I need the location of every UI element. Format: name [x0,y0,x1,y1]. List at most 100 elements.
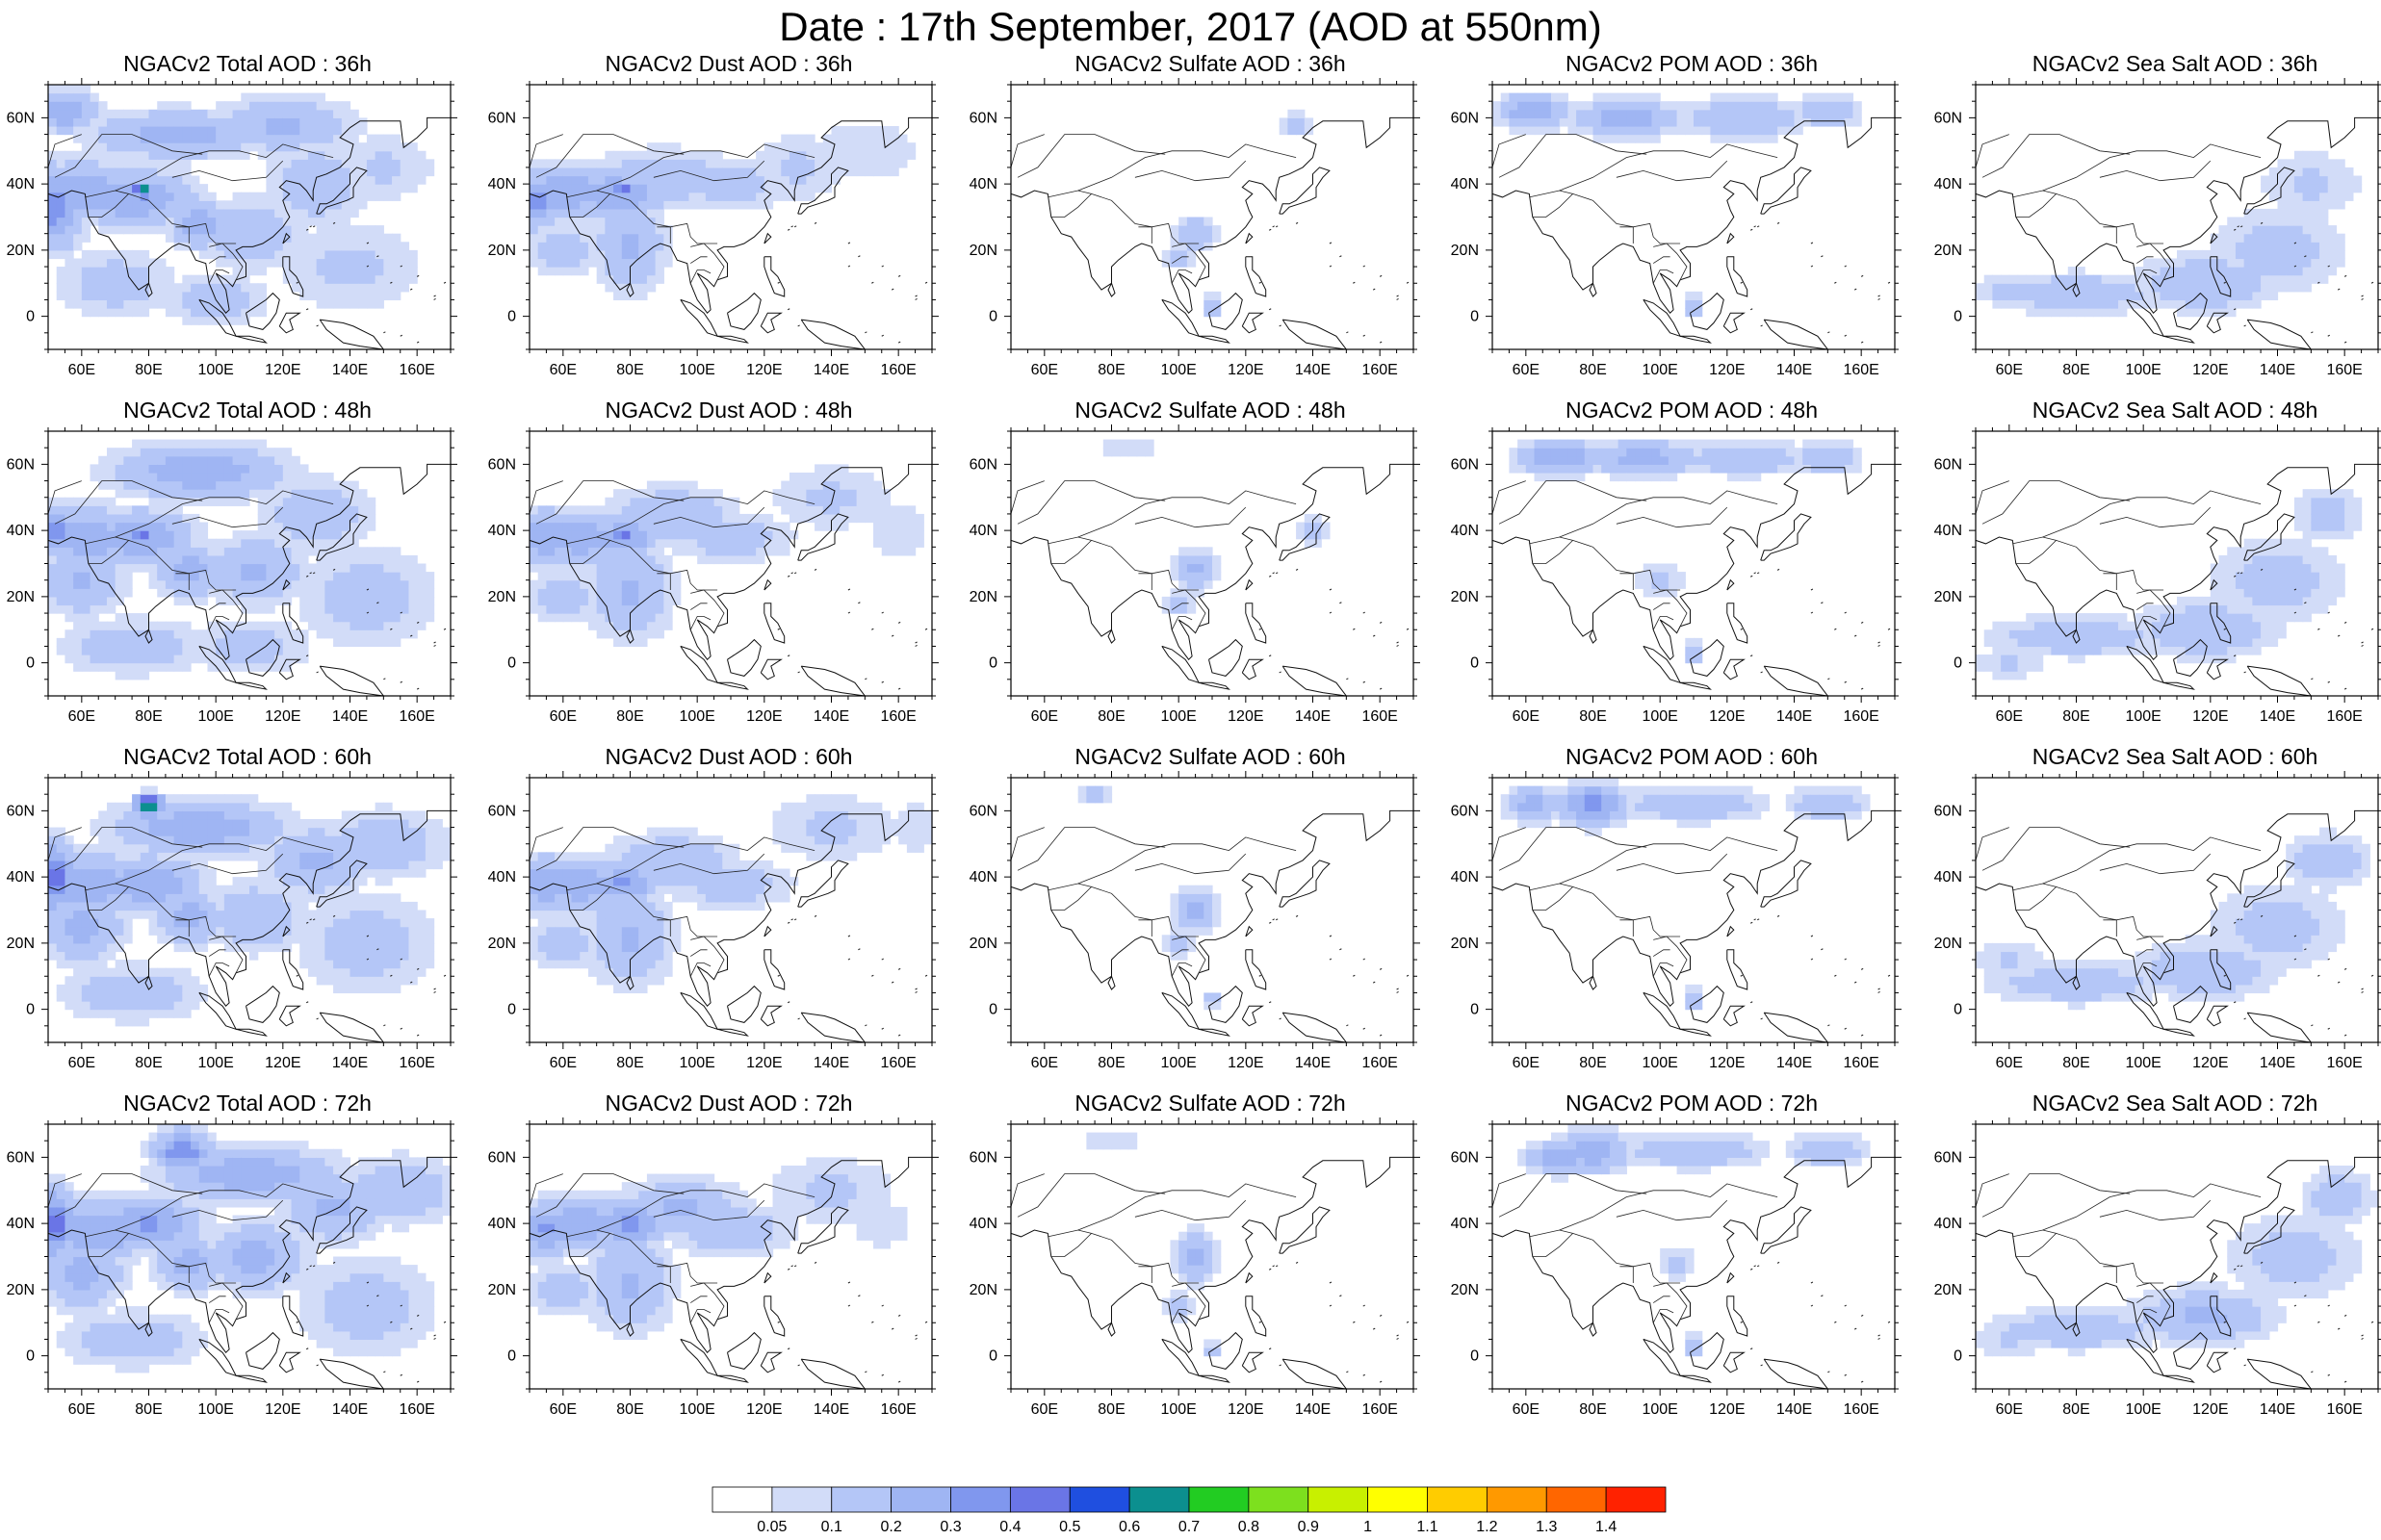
aod-cell [408,604,417,613]
aod-cell [417,572,426,580]
aod-cell [2286,225,2294,234]
aod-cell [342,505,350,514]
aod-cell [207,200,216,209]
aod-cell [631,580,639,589]
aod-cell [65,299,73,308]
aod-cell [2244,242,2253,250]
aod-cell [1710,464,1719,473]
aod-cell [73,292,82,300]
aod-cell [266,200,274,209]
aod-cell [392,250,401,259]
island-mark [1834,282,1836,283]
country-border [2103,227,2116,244]
aod-cell [392,597,401,605]
aod-cell [216,572,224,580]
aod-cell [408,555,417,564]
aod-cell [597,547,606,555]
aod-cell [73,85,82,93]
aod-cell [241,564,249,573]
aod-cell [1187,604,1196,613]
aod-cell [806,135,815,143]
aod-cell [199,275,208,284]
aod-cell [292,110,300,118]
aod-cell [580,176,588,185]
aod-cell [2236,218,2244,226]
aod-cell [857,489,866,498]
aod-cell [249,440,258,449]
aod-cell [91,167,99,176]
aod-cell [98,184,107,192]
aod-cell [116,135,124,143]
country-border [2100,161,2211,181]
aod-cell [166,646,174,654]
aod-cell [1685,646,1694,654]
aod-cell [324,498,333,506]
aod-cell [383,135,392,143]
aod-cell [324,505,333,514]
aod-cell [898,523,907,531]
aod-cell [191,456,199,465]
aod-cell [2311,159,2319,167]
island-mark [1861,688,1863,689]
aod-cell [597,604,606,613]
aod-cell [731,547,739,555]
aod-cell [688,547,697,555]
aod-cell [1305,523,1313,531]
aod-cell [1744,93,1752,102]
aod-cell [91,473,99,481]
aod-cell [342,209,350,218]
aod-cell [82,292,91,300]
aod-cell [731,523,739,531]
island-mark [2244,325,2246,326]
island-mark [1397,298,1399,299]
coastline [717,336,747,343]
aod-cell [233,200,242,209]
aod-cell [266,629,274,638]
aod-shading [530,126,916,300]
aod-cell [157,126,166,135]
aod-cell [292,473,300,481]
aod-cell [631,184,639,192]
aod-cell [98,514,107,523]
aod-cell [2294,275,2303,284]
aod-cell [731,167,739,176]
aod-cell [1178,225,1187,234]
aod-cell [1305,117,1313,126]
aod-cell [308,530,317,539]
aod-cell [207,250,216,259]
aod-cell [191,464,199,473]
aod-cell [166,448,174,456]
aod-cell [48,242,57,250]
island-mark [1761,672,1763,673]
aod-cell [1203,292,1212,300]
aod-cell [392,292,401,300]
aod-cell [73,646,82,654]
aod-cell [1669,117,1677,126]
aod-cell [266,646,274,654]
aod-cell [132,638,141,647]
aod-cell [182,654,191,663]
aod-cell [123,218,132,226]
aod-cell [555,250,563,259]
aod-cell [2311,218,2319,226]
aod-cell [2319,258,2328,267]
aod-cell [350,242,359,250]
aod-cell [317,117,325,126]
aod-cell [2211,299,2219,308]
aod-cell [764,167,773,176]
aod-cell [873,489,882,498]
aod-cell [342,167,350,176]
aod-cell [1203,572,1212,580]
aod-cell [157,110,166,118]
aod-cell [216,539,224,548]
aod-cell [417,588,426,597]
aod-cell [258,539,267,548]
coastline [1280,167,1330,214]
aod-cell [1710,101,1719,110]
aod-cell [631,613,639,622]
aod-cell [333,629,342,638]
aod-cell [333,572,342,580]
x-tick-label: 120E [265,708,300,725]
aod-cell [149,580,158,589]
